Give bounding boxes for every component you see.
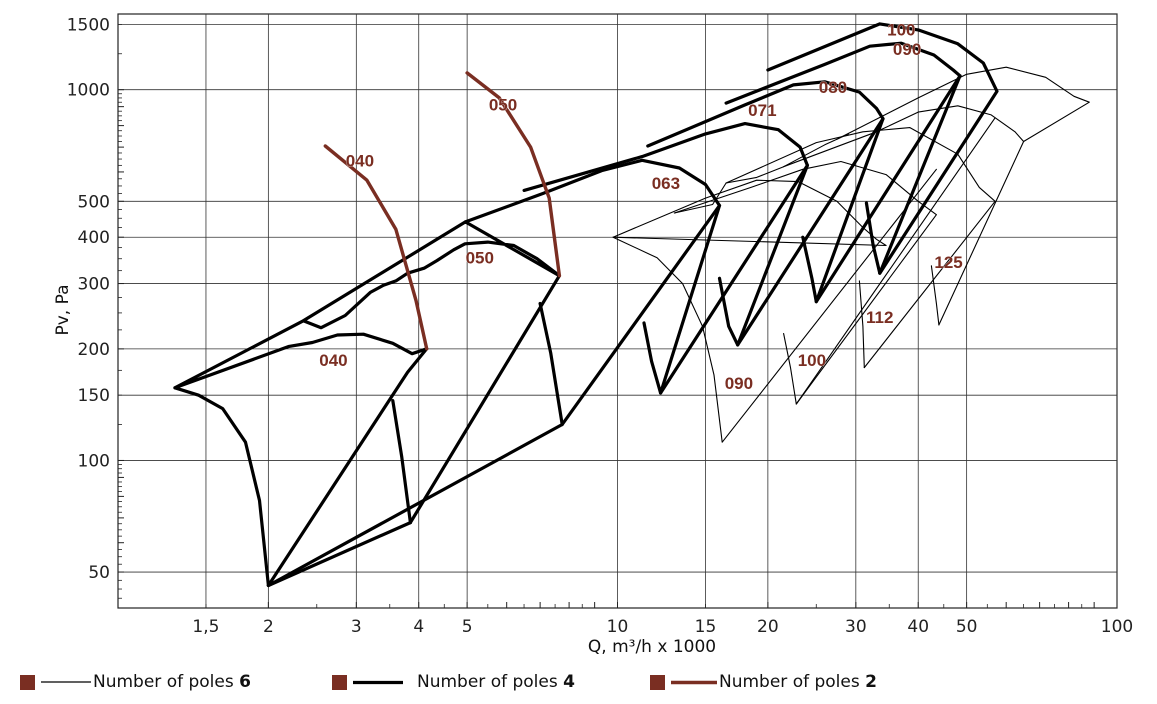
curve-080-4p (646, 80, 885, 347)
y-tick-label: 50 (88, 563, 110, 583)
x-tick-label: 1,5 (192, 617, 219, 637)
curve-label-050: 050 (466, 248, 494, 267)
y-tick-label: 200 (78, 340, 110, 360)
curve-040-2p (323, 144, 429, 351)
x-tick-label: 3 (351, 617, 362, 637)
curve-063-tail-4p (642, 203, 722, 395)
x-tick-label: 5 (462, 617, 473, 637)
y-tick-label: 400 (78, 228, 110, 248)
curve-tail-100-6-6p (783, 117, 996, 405)
curve-080-tail-4p (801, 117, 885, 304)
x-tick-label: 20 (757, 617, 779, 637)
curve-tail-050-4p (266, 301, 564, 588)
curve-label-100: 100 (887, 21, 915, 40)
curve-063-4p (408, 274, 562, 525)
legend-label: Number of poles 4 (417, 672, 575, 692)
legend: Number of poles 6 Number of poles 4 Numb… (0, 664, 1157, 700)
curve-112-6-6p (725, 127, 996, 369)
curve-050-4p (266, 520, 412, 588)
tick-labels: 1,5 2 3 4 5 10 15 20 30 40 50 100 50 100 150 200 300 400 5… (67, 15, 1133, 637)
curve-label-112: 112 (866, 308, 893, 327)
curve-label-125: 125 (934, 253, 962, 272)
legend-item-4-poles: Number of poles 4 (332, 664, 575, 700)
y-tick-label: 500 (78, 192, 110, 212)
x-axis-title: Q, m³/h x 1000 (588, 637, 716, 657)
x-tick-label: 40 (907, 617, 929, 637)
x-tick-label: 2 (263, 617, 274, 637)
curve-063-top-4p (463, 158, 722, 427)
curve-090-tail-4p (864, 74, 962, 275)
curve-label-040: 040 (346, 152, 374, 171)
curve-090-6-6p (612, 168, 937, 443)
legend-swatch (650, 674, 665, 690)
curve-071-tail-4p (717, 163, 810, 347)
curve-090-6-top-6p (612, 179, 887, 247)
curve-label-063: 063 (652, 174, 680, 193)
curve-label-071: 071 (748, 101, 776, 120)
y-tick-label: 100 (78, 451, 110, 471)
curve-label-050: 050 (489, 95, 517, 114)
grid (117, 13, 1118, 609)
curve-050-2p (465, 71, 562, 278)
curve-label-090: 090 (725, 374, 753, 393)
y-tick-label: 1000 (67, 81, 110, 101)
x-tick-label: 50 (956, 617, 978, 637)
x-tick-label: 15 (695, 617, 717, 637)
legend-swatch (332, 674, 347, 690)
curve-label-040: 040 (319, 351, 347, 370)
legend-item-6-poles: Number of poles 6 (20, 664, 251, 700)
curve-100-4p (766, 22, 999, 275)
legend-line-thin (41, 681, 91, 683)
y-tick-label: 300 (78, 275, 110, 295)
x-tick-label: 10 (607, 617, 629, 637)
curve-040-4p (173, 220, 562, 588)
legend-line-brown (671, 680, 717, 684)
y-tick-label: 1500 (67, 15, 110, 35)
legend-item-2-poles: Number of poles 2 (650, 664, 877, 700)
x-tick-label: 100 (1101, 617, 1133, 637)
curve-label-090: 090 (893, 40, 921, 59)
x-tick-label: 30 (845, 617, 867, 637)
curve-112-6-tail-6p (858, 280, 865, 369)
curve-125-6-tail-6p (930, 265, 940, 326)
legend-label: Number of poles 6 (93, 672, 251, 692)
curve-071-4p (522, 121, 810, 395)
y-axis-title: Pv, Pa (53, 284, 73, 335)
curve-label-080: 080 (819, 78, 847, 97)
y-tick-label: 150 (78, 386, 110, 406)
legend-label: Number of poles 2 (719, 672, 877, 692)
legend-line-thick (353, 680, 403, 684)
x-tick-label: 4 (413, 617, 424, 637)
curves (173, 22, 1090, 588)
curve-tail-040-4p (391, 399, 412, 525)
legend-swatch (20, 674, 35, 690)
curve-125-6-6p (783, 105, 1025, 326)
fan-performance-chart: 040050040050063071080090100090100112125 … (53, 13, 1133, 657)
curve-125-6-top-6p (836, 66, 1090, 143)
curve-label-100: 100 (798, 351, 826, 370)
